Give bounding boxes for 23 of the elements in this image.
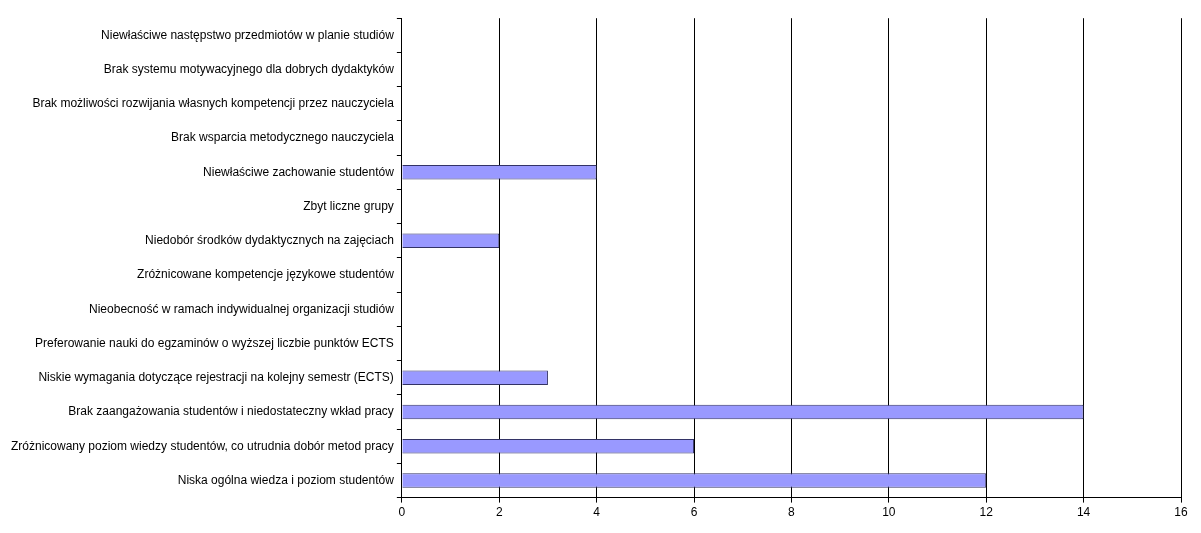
- y-tick-label: Niedobór środków dydaktycznych na zajęciach: [145, 233, 394, 248]
- y-tick-label: Brak zaangażowania studentów i niedostateczny wkład pracy: [68, 404, 394, 419]
- y-tick-label: Niewłaściwe następstwo przedmiotów w planie studiów: [101, 27, 395, 42]
- x-tick-label: 0: [398, 505, 406, 520]
- y-tick-label: Niska ogólna wiedza i poziom studentów: [177, 472, 395, 487]
- x-tick-label: 10: [882, 505, 896, 520]
- y-tick-label: Nieobecność w ramach indywidualnej organizacji studiów: [89, 301, 395, 316]
- x-tick-label: 2: [495, 505, 503, 520]
- y-tick-label: Zróżnicowany poziom wiedzy studentów, co utrudnia dobór metod pracy: [10, 438, 394, 453]
- x-tick-label: 12: [979, 505, 994, 520]
- y-tick-label: Preferowanie nauki do egzaminów o wyższej liczbie punktów ECTS: [35, 335, 394, 350]
- y-tick-label: Brak wsparcia metodycznego nauczyciela: [171, 130, 395, 145]
- x-tick-label: 14: [1076, 505, 1091, 520]
- x-tick-label: 6: [690, 505, 698, 520]
- x-tick-label: 16: [1174, 505, 1188, 520]
- y-tick-label: Zróżnicowane kompetencje językowe studentów: [137, 267, 395, 282]
- y-tick-label: Brak systemu motywacyjnego dla dobrych dydaktyków: [103, 61, 395, 76]
- x-tick-label: 8: [788, 505, 796, 520]
- y-tick-label: Niewłaściwe zachowanie studentów: [203, 164, 395, 179]
- y-tick-label: Brak możliwości rozwijania własnych kompetencji przez nauczyciela: [32, 96, 395, 111]
- y-tick-label: Zbyt liczne grupy: [303, 198, 394, 213]
- y-tick-label: Niskie wymagania dotyczące rejestracji na kolejny semestr (ECTS): [38, 370, 394, 385]
- x-tick-label: 4: [593, 505, 601, 520]
